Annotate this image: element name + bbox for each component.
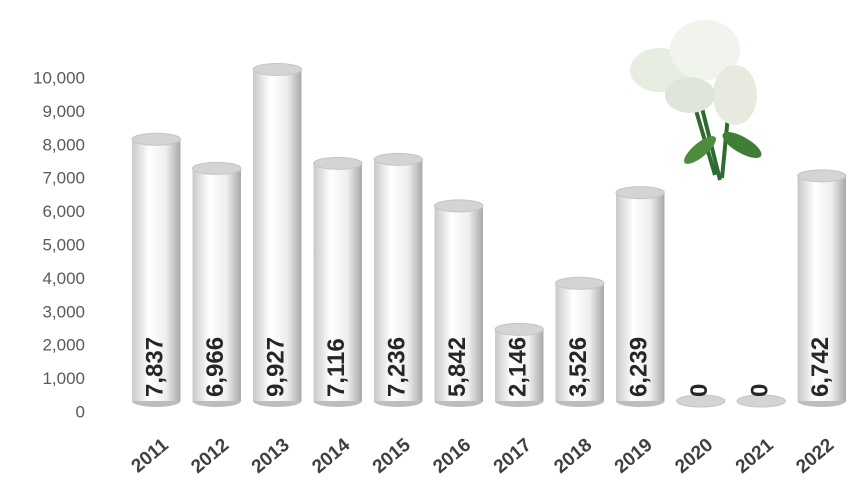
y-tick-label: 7,000 <box>42 169 85 188</box>
bar <box>313 163 362 401</box>
flower-illustration <box>630 20 762 181</box>
value-label: 7,837 <box>142 337 169 397</box>
value-label: 7,236 <box>384 337 411 397</box>
bar-cap <box>615 186 665 200</box>
x-tick-label: 2015 <box>369 434 415 478</box>
y-tick-label: 10,000 <box>33 68 85 87</box>
y-tick-label: 3,000 <box>42 302 85 321</box>
x-tick-label: 2022 <box>792 435 838 478</box>
value-label: 7,116 <box>323 338 350 397</box>
bar-cap <box>676 394 726 408</box>
value-label: 6,966 <box>202 337 229 397</box>
y-tick-label: 2,000 <box>42 336 85 355</box>
bar <box>192 168 241 401</box>
value-label: 6,742 <box>807 337 834 397</box>
bar-cap <box>494 322 544 336</box>
bar-cap <box>131 132 181 146</box>
x-tick-label: 2020 <box>671 435 717 478</box>
y-tick-label: 8,000 <box>42 135 85 154</box>
x-tick-label: 2014 <box>308 434 354 478</box>
y-tick-label: 0 <box>76 402 85 421</box>
y-tick-label: 6,000 <box>42 202 85 221</box>
x-tick-label: 2016 <box>429 435 475 478</box>
bar-cap <box>555 276 605 290</box>
bar <box>797 175 846 401</box>
bar-cap <box>797 169 847 183</box>
bar <box>132 139 181 401</box>
value-label: 5,842 <box>444 337 471 397</box>
value-label: 0 <box>686 384 713 397</box>
bar <box>374 159 423 401</box>
bar <box>555 283 604 401</box>
x-tick-label: 2012 <box>187 435 233 478</box>
x-tick-label: 2011 <box>128 434 173 477</box>
bar <box>616 192 665 401</box>
bar-cap <box>736 394 786 408</box>
y-tick-label: 4,000 <box>42 269 85 288</box>
bar <box>495 329 544 401</box>
x-tick-label: 2019 <box>611 435 657 478</box>
x-tick-label: 2018 <box>550 435 596 478</box>
bar-cap <box>313 156 363 170</box>
y-tick-label: 9,000 <box>42 102 85 121</box>
value-label: 2,146 <box>505 337 532 397</box>
value-label: 9,927 <box>263 337 290 397</box>
value-label: 3,526 <box>565 337 592 397</box>
y-tick-label: 1,000 <box>42 369 85 388</box>
x-tick-label: 2021 <box>732 434 778 478</box>
bar-cap <box>434 199 484 213</box>
x-tick-label: 2017 <box>490 435 536 478</box>
bar-cap <box>252 62 302 76</box>
bar-cap <box>192 161 242 175</box>
bar <box>253 69 302 401</box>
bar-cap <box>373 152 423 166</box>
bar <box>434 205 483 401</box>
y-tick-label: 5,000 <box>42 235 85 254</box>
x-tick-label: 2013 <box>248 435 294 478</box>
value-label: 6,239 <box>626 337 653 397</box>
value-label: 0 <box>747 384 774 397</box>
